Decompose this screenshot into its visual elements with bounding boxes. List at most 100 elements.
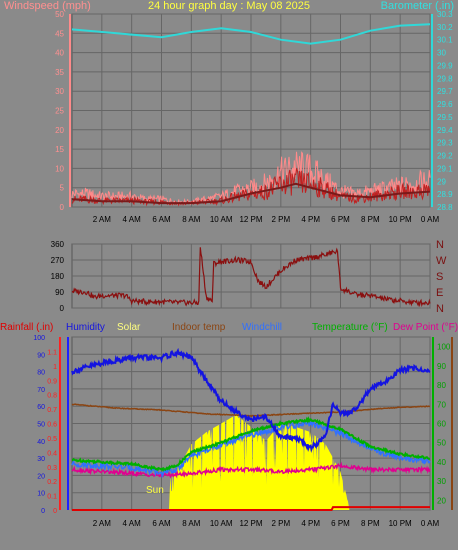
- panel1-ylabel-left: Windspeed (mph): [4, 0, 91, 12]
- panel1-y-left-tick: 50: [55, 10, 64, 19]
- panel3-y-rain-tick: 0.3: [47, 465, 57, 472]
- rainfall-line: [72, 506, 430, 511]
- panel3-y-rain-tick: 0.5: [47, 436, 57, 443]
- panel1-x-tick: 2 PM: [271, 215, 290, 224]
- panel1-ylabel-right: Barometer (.in): [381, 0, 454, 12]
- windspeed-line: [71, 167, 431, 207]
- panel3-y-rain-tick: 1.1: [47, 349, 57, 356]
- panel1-y-right-tick: 30.3: [437, 10, 453, 19]
- panel3-y-humidity-tick: 80: [37, 370, 45, 377]
- panel2-direction-label: E: [436, 287, 443, 299]
- panel1-y-right-tick: 28.9: [437, 190, 453, 199]
- panel3-x-tick: 12 PM: [239, 519, 262, 528]
- panel3-y-rain-ticks: 0 0.1 0.2 0.3 0.4 0.5 0.6 0.7 0.8 0.9 1 1.1: [47, 349, 57, 515]
- panel2-series: [71, 247, 431, 308]
- humidity-line: [71, 347, 431, 453]
- panel2-direction-label: N: [436, 303, 444, 315]
- panel3-x-tick: 2 AM: [93, 519, 112, 528]
- panel3-y-rain-tick: 0.8: [47, 393, 57, 400]
- panel1-y-left-tick: 30: [55, 87, 64, 96]
- panel3-y-rain-tick: 0.7: [47, 407, 57, 414]
- panel3-x-tick: 8 PM: [361, 519, 380, 528]
- panel3-y-rain-tick: 0.1: [47, 494, 57, 501]
- panel3-y-rain-tick: 1: [53, 364, 57, 371]
- wind-direction-line: [71, 247, 431, 308]
- panel1-y-left-tick: 10: [55, 164, 64, 173]
- panel1-y-left-tick: 40: [55, 49, 64, 58]
- panel1-y-right-tick: 29.4: [437, 126, 453, 135]
- panel1-y-right-tick: 29.2: [437, 152, 453, 161]
- panel2-y-tick: 270: [51, 256, 65, 265]
- panel1-x-tick: 2 AM: [93, 215, 112, 224]
- panel3-y-temp-tick: 30: [437, 477, 446, 486]
- legend-entry: Windchill: [242, 322, 282, 333]
- panel3-y-rain-tick: 0.9: [47, 378, 57, 385]
- legend-entry: Dew Point (°F): [393, 322, 458, 333]
- barometer-line: [71, 23, 431, 45]
- panel1-y-right-tick: 30: [437, 49, 446, 58]
- panel2-direction-label: N: [436, 239, 444, 251]
- panel1-y-right-tick: 29.6: [437, 100, 453, 109]
- panel3-y-rain-tick: 0.6: [47, 422, 57, 429]
- indoor-temp-line: [71, 403, 431, 418]
- panel2-direction-label: W: [436, 255, 447, 267]
- panel1-y-left-tick: 15: [55, 145, 64, 154]
- panel2-y-tick: 90: [55, 288, 64, 297]
- panel1-x-tick: 8 AM: [182, 215, 201, 224]
- panel2-y-tick: 360: [51, 240, 65, 249]
- panel2-y-tick: 180: [51, 272, 65, 281]
- panel1-x-tick: 4 AM: [123, 215, 142, 224]
- panel1-x-ticks: 2 AM 4 AM 6 AM 8 AM 10 AM 12 PM 2 PM 4 PM 6 PM 8 …: [93, 215, 440, 224]
- panel3-y-rain-tick: 0.4: [47, 450, 57, 457]
- panel3-y-humidity-tick: 0: [41, 508, 45, 515]
- panel3-x-tick: 10 AM: [210, 519, 233, 528]
- panel1-y-right-tick: 28.8: [437, 203, 453, 212]
- panel1-y-right-tick: 29.3: [437, 139, 453, 148]
- panel1-y-left-tick: 0: [60, 203, 65, 212]
- legend-entry: Indoor temp: [172, 322, 226, 333]
- panel1-x-tick: 10 AM: [210, 215, 233, 224]
- panel1-series: [71, 23, 431, 207]
- panel3-legend: Rainfall (.in) Humidity Solar Indoor temp Wi…: [0, 322, 458, 333]
- panel3-y-temp-tick: 50: [437, 439, 446, 448]
- panel1-y-left-tick: 20: [55, 126, 64, 135]
- panel1-y-right-tick: 29: [437, 177, 446, 186]
- panel3-series: [71, 347, 431, 511]
- panel1-y-left-tick: 45: [55, 29, 64, 38]
- panel3-x-tick: 6 PM: [331, 519, 350, 528]
- panel2-y-tick: 0: [60, 304, 65, 313]
- panel1-y-right-tick: 30.2: [437, 23, 453, 32]
- wind-average-line: [71, 182, 431, 205]
- panel1-x-tick: 6 AM: [152, 215, 171, 224]
- panel3-x-tick: 4 PM: [301, 519, 320, 528]
- panel1-x-tick: 8 PM: [361, 215, 380, 224]
- panel3-y-humidity-tick: 30: [37, 456, 45, 463]
- panel1-x-tick: 0 AM: [421, 215, 440, 224]
- panel3-y-humidity-tick: 60: [37, 404, 45, 411]
- panel3-y-humidity-tick: 90: [37, 352, 45, 359]
- panel3-y-temp-tick: 60: [437, 420, 446, 429]
- legend-entry: Humidity: [66, 322, 105, 333]
- panel3-y-temp-tick: 90: [437, 362, 446, 371]
- panel3-x-tick: 10 PM: [389, 519, 412, 528]
- panel3-y-rain-tick: 0.2: [47, 479, 57, 486]
- panel3-x-tick: 4 AM: [123, 519, 142, 528]
- panel3-y-humidity-tick: 20: [37, 473, 45, 480]
- legend-entry: Rainfall (.in): [0, 322, 53, 333]
- panel3-y-temp-tick: 100: [437, 343, 451, 352]
- panel1-y-right-tick: 29.5: [437, 113, 453, 122]
- panel3-y-temp-tick: 20: [437, 496, 446, 505]
- panel3-y-temp-tick: 70: [437, 400, 446, 409]
- panel3-y-humidity-tick: 50: [37, 422, 45, 429]
- panel3-x-ticks: 2 AM 4 AM 6 AM 8 AM 10 AM 12 PM 2 PM 4 PM 6 PM 8 …: [93, 519, 440, 528]
- solar-area: [72, 414, 430, 510]
- panel3-y-temp-ticks: 20 30 40 50 60 70 80 90 100: [437, 343, 451, 506]
- sun-annotation: Sun: [146, 485, 164, 496]
- panel1-y-right-tick: 29.7: [437, 87, 453, 96]
- panel1-y-left-tick: 25: [55, 107, 64, 116]
- panel3-y-temp-tick: 80: [437, 381, 446, 390]
- panel3-y-humidity-tick: 40: [37, 439, 45, 446]
